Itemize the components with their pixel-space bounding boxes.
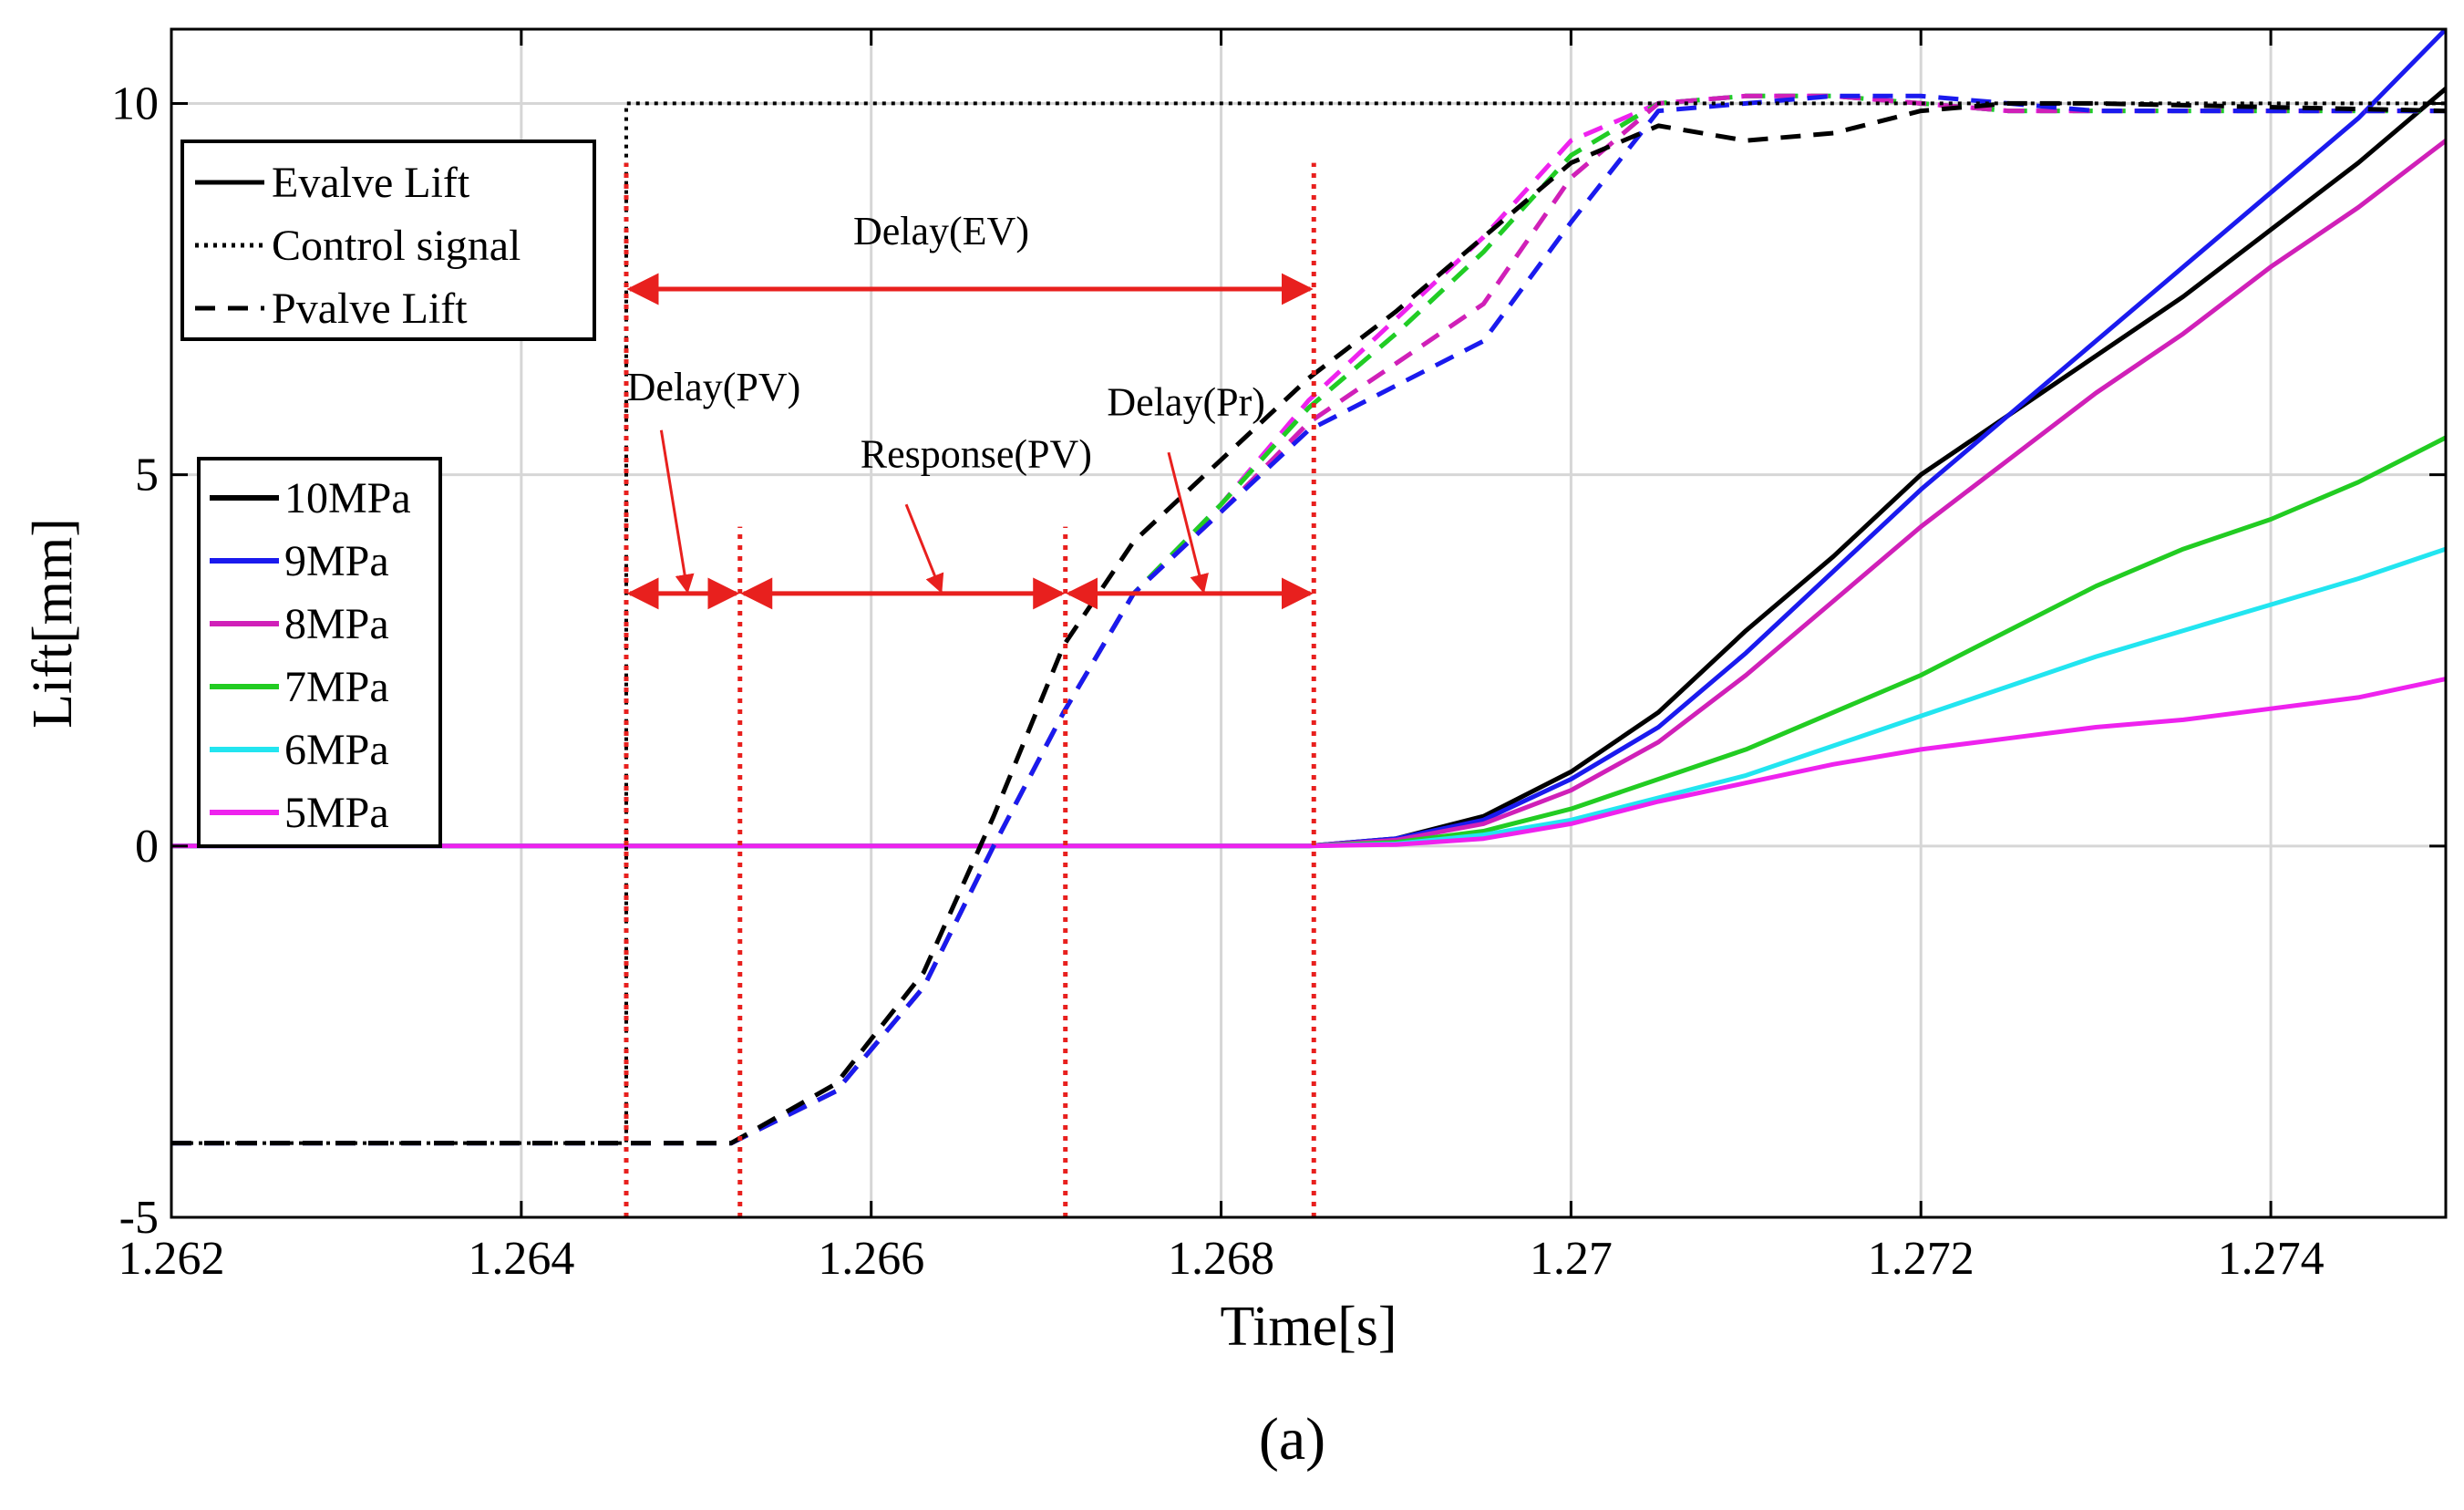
x-axis-title: Time[s]: [1220, 1296, 1397, 1358]
legend-label: Evalve Lift: [272, 159, 470, 207]
annotation-pointer: [1167, 451, 1209, 594]
y-tick-label: 0: [135, 821, 159, 873]
annotation-pointer: [659, 429, 695, 594]
legend-box: [197, 457, 442, 848]
evalve-line-7MPa: [171, 435, 2446, 849]
legend-label: 10MPa: [284, 474, 411, 522]
legend-label: 5MPa: [284, 789, 389, 837]
pvalve-line-9MPa: [171, 93, 2446, 1146]
legend-box: [180, 140, 596, 341]
legend-label: 6MPa: [284, 726, 389, 774]
annotation-label: Delay(Pr): [1107, 379, 1265, 424]
axis-ticks: 1.262 1.264 1.266 1.268 1.27 1.272 1.274 -5 0 5 10: [111, 29, 2446, 1285]
line-style-legend: Evalve Lift Control signal Pvalve Lift: [180, 140, 596, 341]
x-tick-label: 1.27: [1530, 1233, 1613, 1285]
x-tick-label: 1.264: [468, 1233, 574, 1285]
x-tick-label: 1.274: [2218, 1233, 2325, 1285]
plot-area: [171, 29, 2446, 1146]
legend-label: Control signal: [272, 222, 521, 270]
legend-label: 7MPa: [284, 663, 389, 711]
x-tick-label: 1.266: [818, 1233, 924, 1285]
annotation-label: Response(PV): [861, 431, 1092, 476]
x-tick-label: 1.268: [1168, 1233, 1274, 1285]
figure-caption: (a): [1259, 1406, 1325, 1473]
evalve-line-8MPa: [171, 139, 2446, 849]
y-tick-label: -5: [119, 1192, 159, 1244]
pvalve-line-8MPa: [171, 93, 2446, 1146]
legend-label: 8MPa: [284, 600, 389, 648]
axes-frame: [170, 27, 2448, 1219]
y-tick-label: 5: [135, 450, 159, 502]
annotation-pointer: [904, 503, 944, 594]
annotation-label: Delay(EV): [853, 209, 1029, 253]
legend-label: Pvalve Lift: [272, 284, 468, 333]
annotation-label: Delay(PV): [627, 365, 801, 409]
pvalve-line-10MPa: [171, 100, 2446, 1146]
x-tick-label: 1.272: [1868, 1233, 1974, 1285]
annotations: Delay(EV) Delay(PV) Response(PV) Delay(Pr): [624, 162, 1316, 1217]
x-tick-label: 1.262: [119, 1233, 225, 1285]
evalve-line-5MPa: [171, 677, 2446, 849]
pressure-legend: 10MPa 9MPa 8MPa 7MPa 6MPa 5MPa: [197, 457, 442, 848]
y-axis-title: Lift[mm]: [22, 518, 84, 729]
legend-label: 9MPa: [284, 537, 389, 585]
y-tick-label: 10: [111, 78, 159, 129]
